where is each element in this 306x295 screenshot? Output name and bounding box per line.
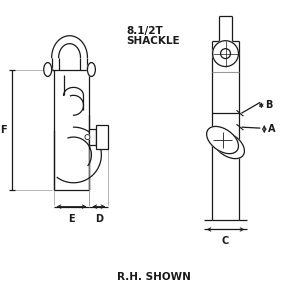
Text: A: A bbox=[268, 124, 276, 134]
Text: D: D bbox=[95, 214, 103, 224]
Bar bbox=[96, 125, 108, 149]
Circle shape bbox=[213, 41, 238, 67]
Text: E: E bbox=[68, 214, 75, 224]
Ellipse shape bbox=[88, 63, 95, 76]
Text: F: F bbox=[0, 124, 7, 135]
Text: 8.1/2T: 8.1/2T bbox=[126, 26, 163, 36]
Bar bbox=[89, 129, 96, 145]
Circle shape bbox=[221, 49, 230, 59]
Ellipse shape bbox=[44, 63, 52, 76]
Text: R.H. SHOWN: R.H. SHOWN bbox=[117, 272, 191, 282]
Text: B: B bbox=[265, 100, 273, 110]
Text: C: C bbox=[222, 236, 229, 246]
Text: SHACKLE: SHACKLE bbox=[126, 36, 180, 46]
Ellipse shape bbox=[207, 127, 238, 154]
Ellipse shape bbox=[213, 131, 244, 159]
Circle shape bbox=[85, 135, 90, 140]
